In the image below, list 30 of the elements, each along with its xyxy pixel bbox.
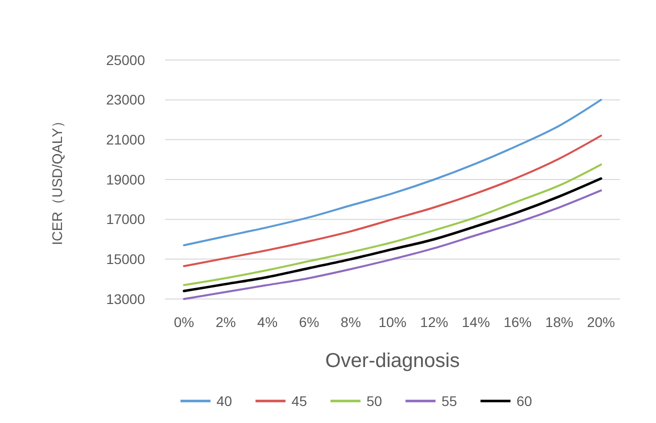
y-axis-title: ICER（USD/QALY） (49, 114, 65, 246)
legend-label: 50 (366, 392, 382, 409)
x-tick-label: 8% (340, 314, 361, 330)
x-axis-title: Over-diagnosis (325, 350, 460, 372)
x-tick-label: 0% (174, 314, 194, 330)
y-tick-label: 21000 (106, 132, 146, 148)
line-series (183, 98, 602, 246)
x-tick-label: 14% (462, 314, 490, 330)
legend-label: 40 (216, 392, 232, 409)
y-tick-label: 25000 (106, 52, 146, 68)
x-tick-label: 4% (257, 314, 278, 330)
y-tick-label: 13000 (106, 290, 146, 307)
legend-label: 60 (516, 392, 532, 409)
line-series (183, 134, 602, 268)
x-tick-label: 16% (504, 314, 532, 330)
line-series (183, 164, 602, 286)
line-series (182, 177, 602, 292)
y-tick-label: 23000 (106, 92, 146, 108)
x-tick-label: 6% (298, 314, 320, 330)
legend-label: 55 (442, 392, 458, 409)
x-tick-label: 18% (545, 314, 574, 330)
y-tick-label: 17000 (106, 211, 146, 228)
line-series (183, 189, 602, 300)
y-tick-label: 19000 (106, 171, 146, 188)
x-tick-label: 10% (378, 314, 407, 330)
x-tick-label: 12% (420, 314, 448, 330)
y-tick-label: 15000 (106, 251, 146, 268)
legend-label: 45 (292, 392, 308, 409)
x-tick-label: 2% (216, 314, 236, 330)
x-tick-label: 20% (586, 314, 616, 330)
